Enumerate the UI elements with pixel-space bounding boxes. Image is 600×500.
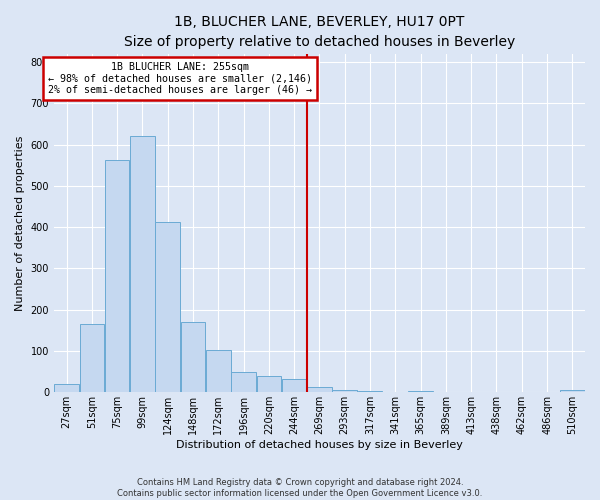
Y-axis label: Number of detached properties: Number of detached properties — [15, 136, 25, 310]
Text: Contains HM Land Registry data © Crown copyright and database right 2024.
Contai: Contains HM Land Registry data © Crown c… — [118, 478, 482, 498]
Bar — [282, 379, 307, 392]
X-axis label: Distribution of detached houses by size in Beverley: Distribution of detached houses by size … — [176, 440, 463, 450]
Bar — [54, 384, 79, 392]
Bar — [232, 372, 256, 392]
Text: 1B BLUCHER LANE: 255sqm
← 98% of detached houses are smaller (2,146)
2% of semi-: 1B BLUCHER LANE: 255sqm ← 98% of detache… — [49, 62, 313, 96]
Title: 1B, BLUCHER LANE, BEVERLEY, HU17 0PT
Size of property relative to detached house: 1B, BLUCHER LANE, BEVERLEY, HU17 0PT Siz… — [124, 15, 515, 48]
Bar — [257, 376, 281, 392]
Bar — [181, 322, 205, 392]
Bar — [105, 160, 130, 392]
Bar — [155, 222, 180, 392]
Bar — [130, 136, 155, 392]
Bar — [332, 390, 357, 392]
Bar — [560, 390, 584, 392]
Bar — [307, 388, 332, 392]
Bar — [80, 324, 104, 392]
Bar — [206, 350, 230, 393]
